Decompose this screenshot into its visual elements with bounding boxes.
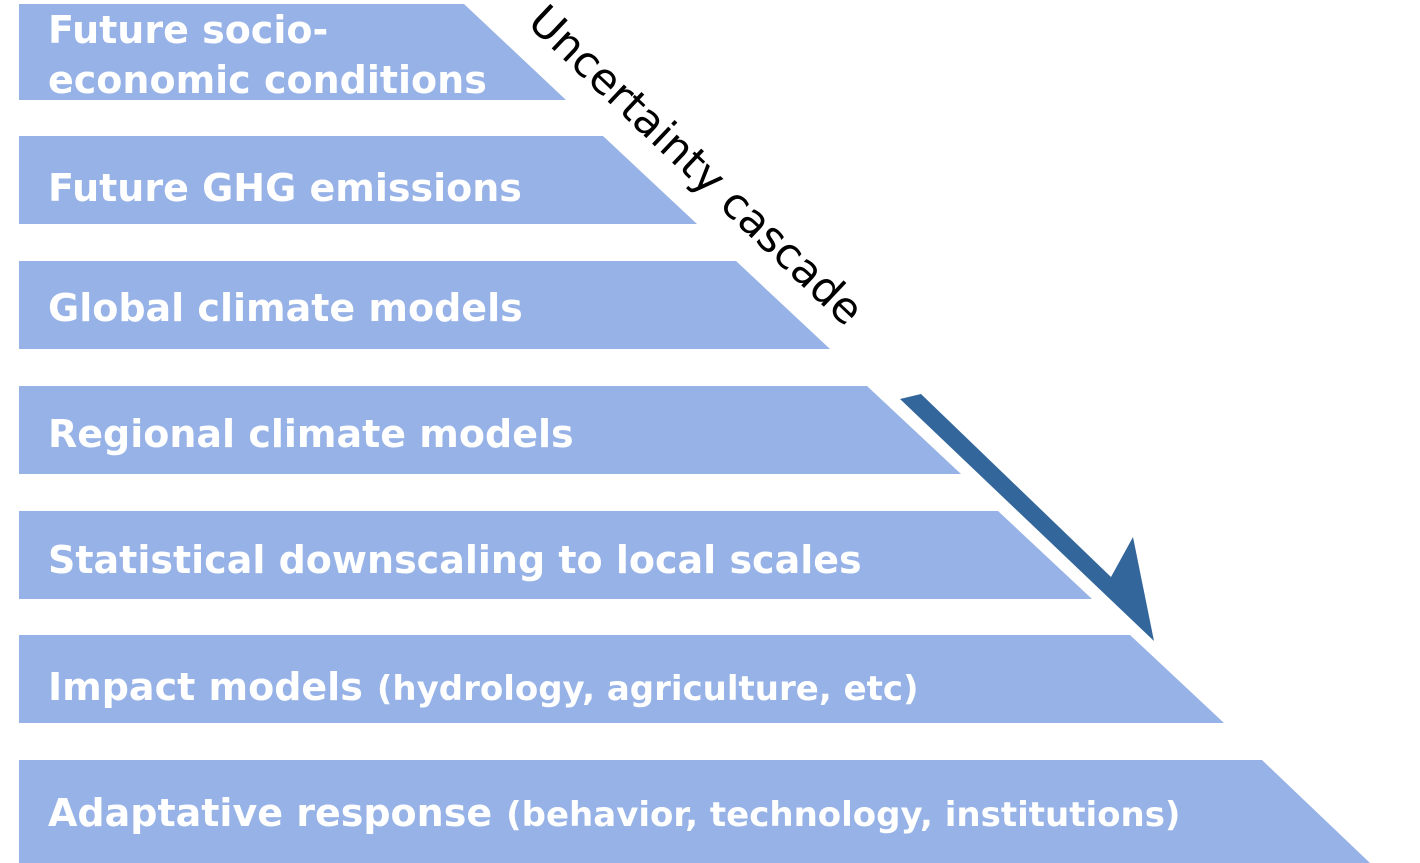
band-statistical-downscaling: Statistical downscaling to local scales — [19, 511, 1092, 599]
band-shape — [19, 4, 566, 100]
svg-text:Statistical downscaling to loc: Statistical downscaling to local scales — [48, 538, 862, 582]
svg-text:Global climate models: Global climate models — [48, 286, 523, 330]
band-sublabel: (behavior, technology, institutions) — [506, 795, 1180, 835]
band-label-line-2: economic conditions — [48, 58, 487, 102]
band-shape — [19, 136, 697, 224]
band-label: Global climate models — [48, 286, 523, 330]
band-ghg-emissions: Future GHG emissions — [19, 136, 697, 224]
band-global-climate-models: Global climate models — [19, 261, 830, 349]
svg-text:Regional climate models: Regional climate models — [48, 412, 574, 456]
svg-text:Future GHG emissions: Future GHG emissions — [48, 166, 522, 210]
svg-text:Adaptative response(behavior,: Adaptative response (behavior, technology… — [48, 791, 1180, 835]
band-label-line-1: Future socio- — [48, 8, 328, 52]
svg-text:Impact models(hydrology, agric: Impact models (hydrology, agriculture, et… — [48, 665, 919, 709]
band-adaptative-response: Adaptative response (behavior, technology… — [19, 760, 1370, 863]
band-impact-models: Impact models (hydrology, agriculture, et… — [19, 635, 1224, 723]
band-shape — [19, 386, 961, 474]
band-shape — [19, 511, 1092, 599]
band-label: Adaptative response — [48, 791, 492, 835]
band-shape — [19, 635, 1224, 723]
band-shape — [19, 261, 830, 349]
band-label: Impact models — [48, 665, 363, 709]
band-socioeconomic: Future socio- economic conditions — [19, 4, 566, 102]
band-regional-climate-models: Regional climate models — [19, 386, 961, 474]
band-shape — [19, 760, 1370, 863]
band-sublabel: (hydrology, agriculture, etc) — [377, 669, 919, 709]
cascade-arrow-icon — [900, 394, 1154, 641]
band-label: Regional climate models — [48, 412, 574, 456]
band-label: Statistical downscaling to local scales — [48, 538, 862, 582]
band-label: Future GHG emissions — [48, 166, 522, 210]
